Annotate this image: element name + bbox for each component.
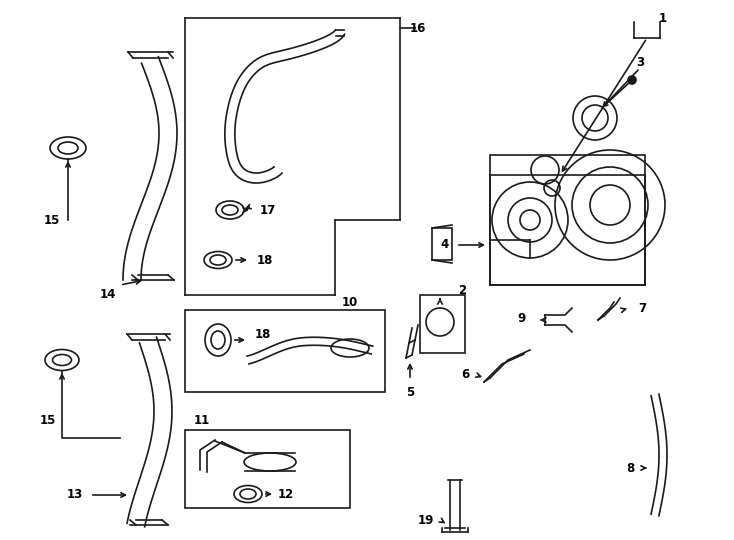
Text: 10: 10 <box>342 295 358 308</box>
Text: 18: 18 <box>255 328 271 341</box>
Text: 1: 1 <box>659 11 667 24</box>
Bar <box>432 228 452 260</box>
Text: 17: 17 <box>260 204 276 217</box>
Bar <box>185 310 385 392</box>
Bar <box>490 155 645 285</box>
Text: 14: 14 <box>100 288 116 301</box>
Text: 4: 4 <box>441 239 449 252</box>
Text: 2: 2 <box>458 284 466 296</box>
Text: 15: 15 <box>40 414 57 427</box>
Text: 12: 12 <box>278 488 294 501</box>
Text: 6: 6 <box>461 368 469 381</box>
Text: 16: 16 <box>410 22 426 35</box>
Text: 3: 3 <box>636 56 644 69</box>
Text: 15: 15 <box>44 213 60 226</box>
Text: 13: 13 <box>67 489 83 502</box>
Text: 7: 7 <box>638 301 646 314</box>
Text: 11: 11 <box>194 414 210 427</box>
Bar <box>420 295 465 353</box>
Text: 18: 18 <box>257 253 273 267</box>
Text: 9: 9 <box>518 312 526 325</box>
Text: 8: 8 <box>626 462 634 475</box>
Bar <box>185 430 350 508</box>
Text: 19: 19 <box>418 514 435 526</box>
Text: 5: 5 <box>406 386 414 399</box>
Circle shape <box>628 76 636 84</box>
